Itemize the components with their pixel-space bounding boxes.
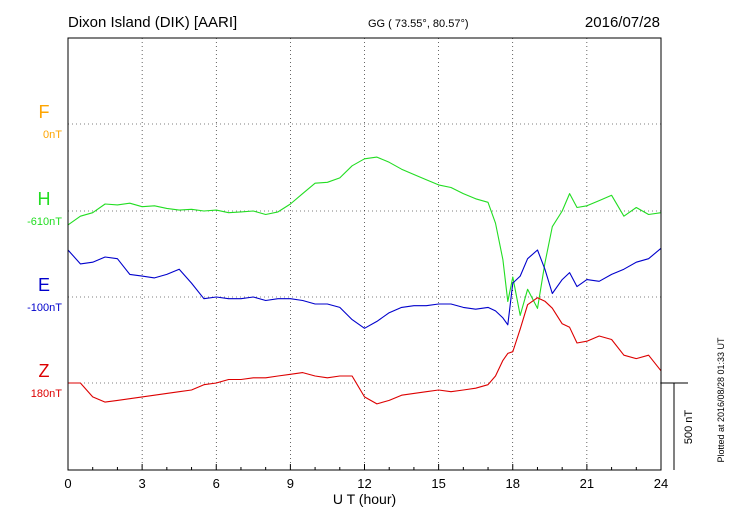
x-axis-label: U T (hour) bbox=[333, 491, 396, 507]
series-baseline: 180nT bbox=[31, 388, 62, 400]
chart-title: Dixon Island (DIK) [AARI] bbox=[68, 14, 237, 31]
x-tick-label: 6 bbox=[213, 476, 220, 491]
trace-E bbox=[67, 247, 662, 329]
plotted-timestamp: Plotted at 2016/08/28 01:33 UT bbox=[716, 337, 726, 463]
scale-bar: 500 nT bbox=[661, 382, 695, 470]
x-tick-label: 15 bbox=[431, 476, 445, 491]
series-baseline: 0nT bbox=[43, 129, 62, 141]
x-tick-label: 12 bbox=[357, 476, 371, 491]
series-letter: E bbox=[38, 275, 50, 295]
series-baseline: -100nT bbox=[27, 302, 62, 314]
chart-date: 2016/07/28 bbox=[585, 14, 660, 31]
series-letter: H bbox=[38, 189, 51, 209]
x-axis: 0 3 6 9 12 15 18 21 24 bbox=[64, 464, 668, 491]
scale-bar-label: 500 nT bbox=[683, 410, 695, 445]
station-coords: GG ( 73.55°, 80.57°) bbox=[368, 18, 469, 30]
series-letter: F bbox=[39, 102, 50, 122]
x-tick-label: 9 bbox=[287, 476, 294, 491]
grid bbox=[68, 38, 661, 470]
x-tick-label: 24 bbox=[654, 476, 668, 491]
trace-H bbox=[67, 156, 662, 316]
series-letter: Z bbox=[39, 361, 50, 381]
traces bbox=[67, 156, 662, 405]
x-tick-label: 3 bbox=[139, 476, 146, 491]
x-tick-label: 0 bbox=[64, 476, 71, 491]
x-tick-label: 18 bbox=[506, 476, 520, 491]
series-labels: F 0nT H -610nT E -100nT Z 180nT bbox=[27, 102, 62, 400]
series-baseline: -610nT bbox=[27, 216, 62, 228]
x-tick-label: 21 bbox=[580, 476, 594, 491]
trace-Z bbox=[68, 297, 662, 405]
